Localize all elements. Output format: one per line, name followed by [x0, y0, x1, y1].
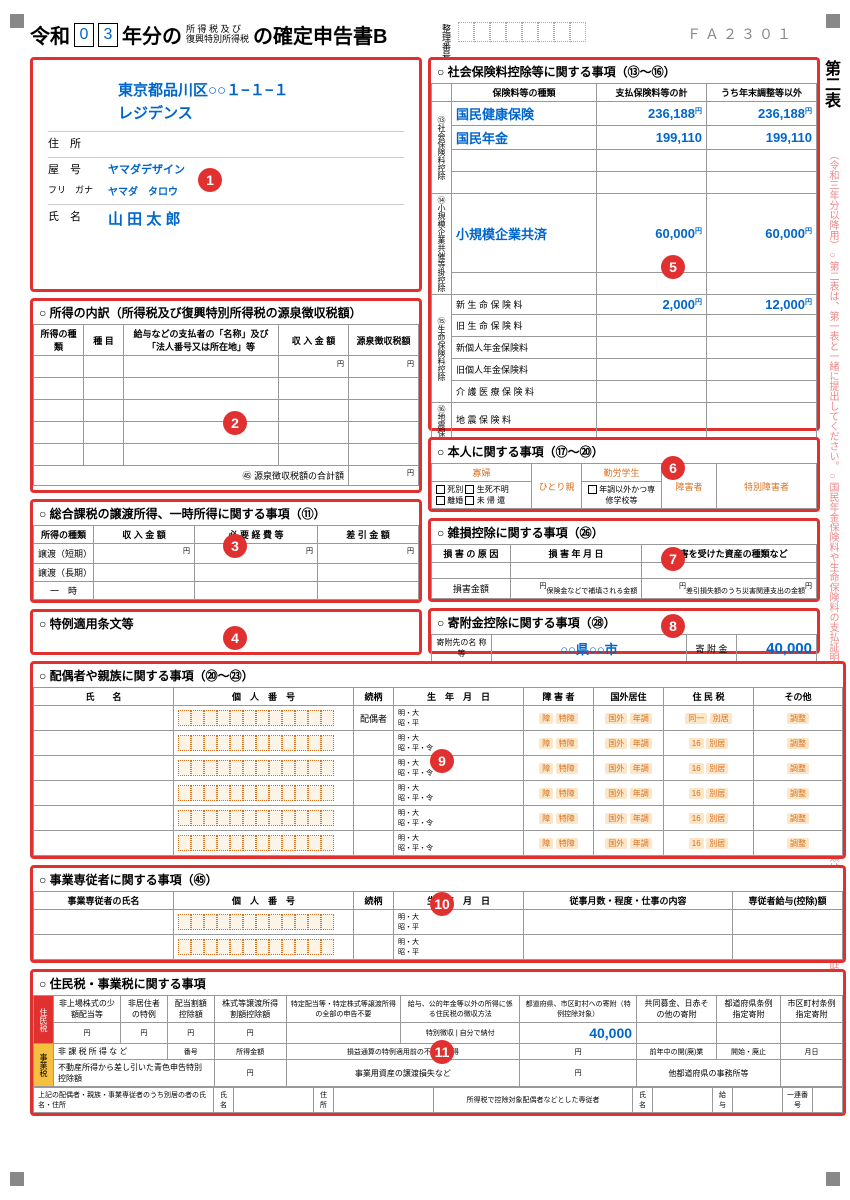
family-title: ○ 配偶者や親族に関する事項（⑳〜㉓） — [33, 664, 843, 687]
family-row: 配偶者明・大昭・平 障 特障 国外 年調 同一 別居 調整 — [34, 706, 843, 731]
employee-title: ○ 事業専従者に関する事項（㊺） — [33, 868, 843, 891]
year-suffix: 年分の — [122, 20, 182, 49]
residtax-footer: 上記の配偶者・親族・事業専従者のうち別居の者の氏名・住所 氏名 住所 所得税で控… — [33, 1087, 843, 1113]
address-line1: 東京都品川区○○１−１−１ — [118, 80, 404, 103]
yagou-label: 屋 号 — [48, 161, 108, 177]
loss-title: ○ 雑損控除に関する事項（㉖） — [431, 521, 817, 544]
badge-6: 6 — [661, 456, 685, 480]
year-digit-2: 3 — [98, 23, 118, 47]
section-family: 9 ○ 配偶者や親族に関する事項（⑳〜㉓） 氏 名個 人 番 号 続柄生 年 月… — [30, 661, 846, 859]
section-loss: 7 ○ 雑損控除に関する事項（㉖） 損 害 の 原 因損 害 年 月 日損害を受… — [428, 518, 820, 602]
family-row: 明・大昭・平・令 障 特障 国外 年調 16 別居 調整 — [34, 831, 843, 856]
name-value: 山 田 太 郎 — [108, 208, 181, 229]
badge-7: 7 — [661, 547, 685, 571]
furigana-label: フリ ガナ — [48, 183, 108, 198]
badge-4: 4 — [223, 626, 247, 650]
self-title: ○ 本人に関する事項（⑰〜⑳） — [431, 440, 817, 463]
self-table: 寡婦 ひとり親 勤労学生 障害者 特別障害者 死別 生死不明 離婚 未 帰 還 … — [431, 463, 817, 509]
section-special: 4 ○ 特例適用条文等 — [30, 609, 422, 655]
income-table: 所得の種類種 目給与などの支払者の「名称」及び「法人番号又は所在地」等収 入 金… — [33, 324, 419, 486]
insurance-table: 保険料等の種類支払保険料等の計うち年末調整等以外 ⑬社会保険料控除国民健康保険2… — [431, 83, 817, 472]
badge-5: 5 — [661, 255, 685, 279]
insurance-title: ○ 社会保険料控除等に関する事項（⑬〜⑯） — [431, 60, 817, 83]
year-digit-1: 0 — [74, 23, 94, 47]
badge-3: 3 — [223, 534, 247, 558]
era-label: 令和 — [30, 20, 70, 49]
sort-number-boxes — [458, 22, 586, 42]
tax-subtitle: 所 得 税 及 び復興特別所得税 — [186, 25, 249, 45]
sort-number-label: 整理番号 — [440, 24, 453, 60]
form-code: ＦＡ２３０１ — [687, 24, 795, 44]
donation-table: 寄附先の名 称 等○○県○○市寄 附 金40,000 — [431, 634, 817, 662]
donation-title: ○ 寄附金控除に関する事項（㉘） — [431, 611, 817, 634]
badge-2: 2 — [223, 411, 247, 435]
furigana-value: ヤマダ タロウ — [108, 183, 178, 198]
income-title: ○ 所得の内訳（所得税及び復興特別所得税の源泉徴収税額） — [33, 301, 419, 324]
sheet-label: 第二表 — [818, 60, 842, 108]
family-row: 明・大昭・平・令 障 特障 国外 年調 16 別居 調整 — [34, 806, 843, 831]
address-line2: レジデンス — [118, 103, 404, 126]
family-row: 明・大昭・平・令 障 特障 国外 年調 16 別居 調整 — [34, 781, 843, 806]
name-label: 氏 名 — [48, 208, 108, 229]
badge-9: 9 — [430, 749, 454, 773]
section-donation: 8 ○ 寄附金控除に関する事項（㉘） 寄附先の名 称 等○○県○○市寄 附 金4… — [428, 608, 820, 654]
section-self: 6 ○ 本人に関する事項（⑰〜⑳） 寡婦 ひとり親 勤労学生 障害者 特別障害者… — [428, 437, 820, 512]
section-residence-tax: 11 ○ 住民税・事業税に関する事項 住民税 非上場株式の少額配当等非居住者の特… — [30, 969, 846, 1116]
transfer-title: ○ 総合課税の譲渡所得、一時所得に関する事項（⑪） — [33, 502, 419, 525]
loss-table: 損 害 の 原 因損 害 年 月 日損害を受けた資産の種類など 損害金額円保険金… — [431, 544, 817, 599]
section-transfer: 3 ○ 総合課税の譲渡所得、一時所得に関する事項（⑪） 所得の種類収 入 金 額… — [30, 499, 422, 603]
residtax-title: ○ 住民税・事業税に関する事項 — [33, 972, 843, 995]
section-employee: 10 ○ 事業専従者に関する事項（㊺） 事業専従者の氏名個 人 番 号続柄生 年… — [30, 865, 846, 963]
section-income-breakdown: 2 ○ 所得の内訳（所得税及び復興特別所得税の源泉徴収税額） 所得の種類種 目給… — [30, 298, 422, 493]
badge-10: 10 — [430, 892, 454, 916]
employee-row: 明・大昭・平 — [34, 935, 843, 960]
badge-8: 8 — [661, 614, 685, 638]
yagou-value: ヤマダデザイン — [108, 161, 185, 177]
badge-1: 1 — [198, 168, 222, 192]
badge-11: 11 — [430, 1040, 454, 1064]
form-title: の確定申告書B — [253, 20, 387, 49]
section-insurance: 5 ○ 社会保険料控除等に関する事項（⑬〜⑯） 保険料等の種類支払保険料等の計う… — [428, 57, 820, 431]
address-label: 住 所 — [48, 135, 108, 151]
section-personal: 1 東京都品川区○○１−１−１ レジデンス 住 所 屋 号ヤマダデザイン フリ … — [30, 57, 422, 292]
